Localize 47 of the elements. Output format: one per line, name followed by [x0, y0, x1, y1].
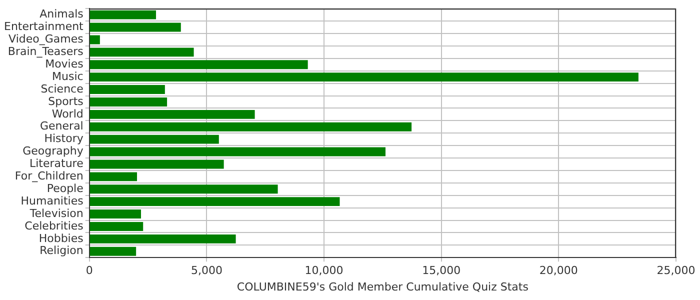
bar — [90, 184, 278, 194]
y-tick-label: Hobbies — [38, 232, 84, 245]
bar — [90, 48, 194, 57]
bar — [90, 160, 224, 169]
bar — [90, 60, 308, 70]
bar — [90, 85, 165, 94]
y-tick-label: Entertainment — [4, 20, 84, 34]
y-tick-label: Geography — [22, 144, 84, 158]
bar — [90, 147, 386, 156]
x-tick-label: 0 — [86, 264, 93, 278]
bar — [90, 134, 219, 144]
bar — [90, 197, 340, 206]
y-tick-label: History — [44, 132, 84, 146]
y-tick-label: For_Children — [14, 170, 84, 183]
y-tick-label: Movies — [45, 57, 84, 70]
bar — [90, 210, 141, 219]
bar — [90, 222, 144, 231]
x-tick-label: 15,000 — [422, 264, 461, 278]
bar — [90, 172, 138, 182]
y-tick-label: General — [40, 120, 84, 133]
bar — [90, 122, 412, 132]
y-tick-label: Literature — [30, 157, 84, 170]
y-tick-label: Brain_Teasers — [8, 45, 84, 58]
x-tick-label: 10,000 — [304, 264, 344, 278]
bar — [90, 234, 236, 244]
y-tick-label: People — [46, 182, 84, 195]
y-tick-label: Science — [40, 82, 84, 96]
x-axis-title: COLUMBINE59's Gold Member Cumulative Quiz Stats — [236, 280, 529, 294]
y-tick-label: Television — [28, 206, 84, 220]
y-tick-label: Animals — [40, 8, 84, 21]
x-tick-label: 25,000 — [656, 264, 696, 278]
bar — [90, 22, 181, 32]
bar — [90, 10, 156, 20]
y-tick-label: Religion — [40, 244, 84, 258]
x-tick-label: 20,000 — [539, 264, 578, 278]
bar — [90, 97, 168, 106]
bar — [90, 110, 255, 119]
y-tick-label: Humanities — [20, 194, 84, 208]
bar — [90, 246, 136, 256]
y-tick-label: Celebrities — [24, 219, 84, 232]
bar — [90, 35, 100, 44]
x-tick-label: 5,000 — [190, 264, 222, 278]
bar — [90, 72, 638, 82]
y-tick-label: Sports — [48, 94, 84, 108]
y-tick-label: Music — [52, 70, 84, 83]
y-tick-label: World — [52, 107, 84, 120]
y-tick-label: Video_Games — [8, 32, 84, 46]
